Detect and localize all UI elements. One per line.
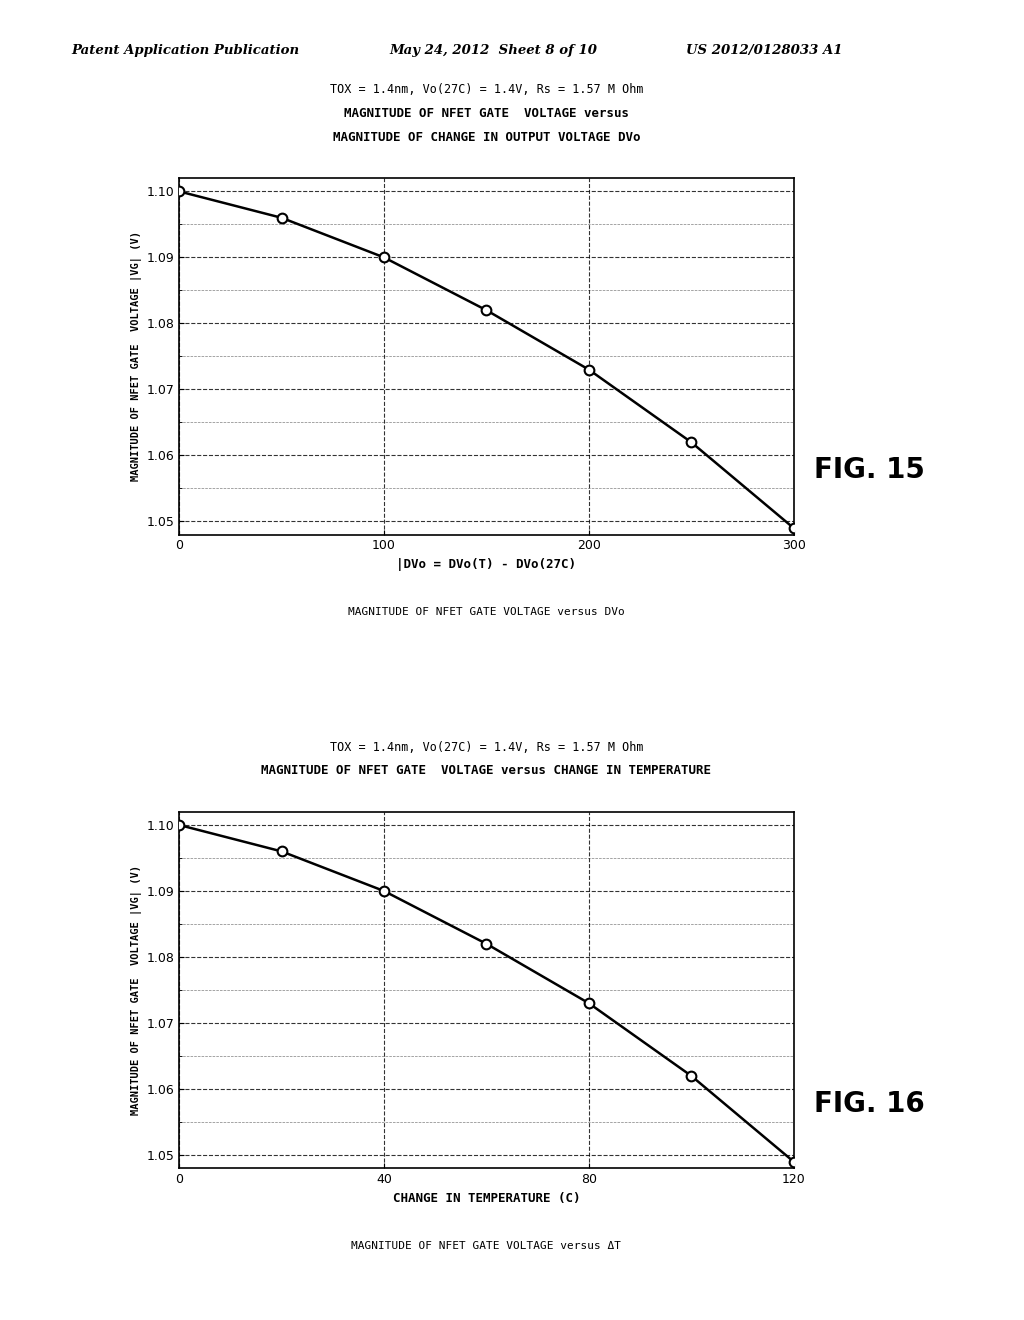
Text: May 24, 2012  Sheet 8 of 10: May 24, 2012 Sheet 8 of 10 bbox=[389, 44, 597, 57]
Text: FIG. 16: FIG. 16 bbox=[814, 1090, 925, 1118]
Text: MAGNITUDE OF NFET GATE VOLTAGE versus ΔT: MAGNITUDE OF NFET GATE VOLTAGE versus ΔT bbox=[351, 1241, 622, 1251]
Text: MAGNITUDE OF NFET GATE  VOLTAGE versus: MAGNITUDE OF NFET GATE VOLTAGE versus bbox=[344, 107, 629, 120]
Text: MAGNITUDE OF NFET GATE  VOLTAGE versus CHANGE IN TEMPERATURE: MAGNITUDE OF NFET GATE VOLTAGE versus CH… bbox=[261, 764, 712, 777]
Y-axis label: MAGNITUDE OF NFET GATE  VOLTAGE |VG| (V): MAGNITUDE OF NFET GATE VOLTAGE |VG| (V) bbox=[131, 231, 142, 482]
Text: MAGNITUDE OF CHANGE IN OUTPUT VOLTAGE DVo: MAGNITUDE OF CHANGE IN OUTPUT VOLTAGE DV… bbox=[333, 131, 640, 144]
Text: FIG. 15: FIG. 15 bbox=[814, 457, 925, 484]
X-axis label: |DVo = DVo(T) - DVo(27C): |DVo = DVo(T) - DVo(27C) bbox=[396, 558, 577, 572]
X-axis label: CHANGE IN TEMPERATURE (C): CHANGE IN TEMPERATURE (C) bbox=[392, 1192, 581, 1205]
Y-axis label: MAGNITUDE OF NFET GATE  VOLTAGE |VG| (V): MAGNITUDE OF NFET GATE VOLTAGE |VG| (V) bbox=[131, 865, 142, 1115]
Text: US 2012/0128033 A1: US 2012/0128033 A1 bbox=[686, 44, 843, 57]
Text: TOX = 1.4nm, Vo(27C) = 1.4V, Rs = 1.57 M Ohm: TOX = 1.4nm, Vo(27C) = 1.4V, Rs = 1.57 M… bbox=[330, 83, 643, 96]
Text: Patent Application Publication: Patent Application Publication bbox=[72, 44, 300, 57]
Text: TOX = 1.4nm, Vo(27C) = 1.4V, Rs = 1.57 M Ohm: TOX = 1.4nm, Vo(27C) = 1.4V, Rs = 1.57 M… bbox=[330, 741, 643, 754]
Text: MAGNITUDE OF NFET GATE VOLTAGE versus DVo: MAGNITUDE OF NFET GATE VOLTAGE versus DV… bbox=[348, 607, 625, 618]
